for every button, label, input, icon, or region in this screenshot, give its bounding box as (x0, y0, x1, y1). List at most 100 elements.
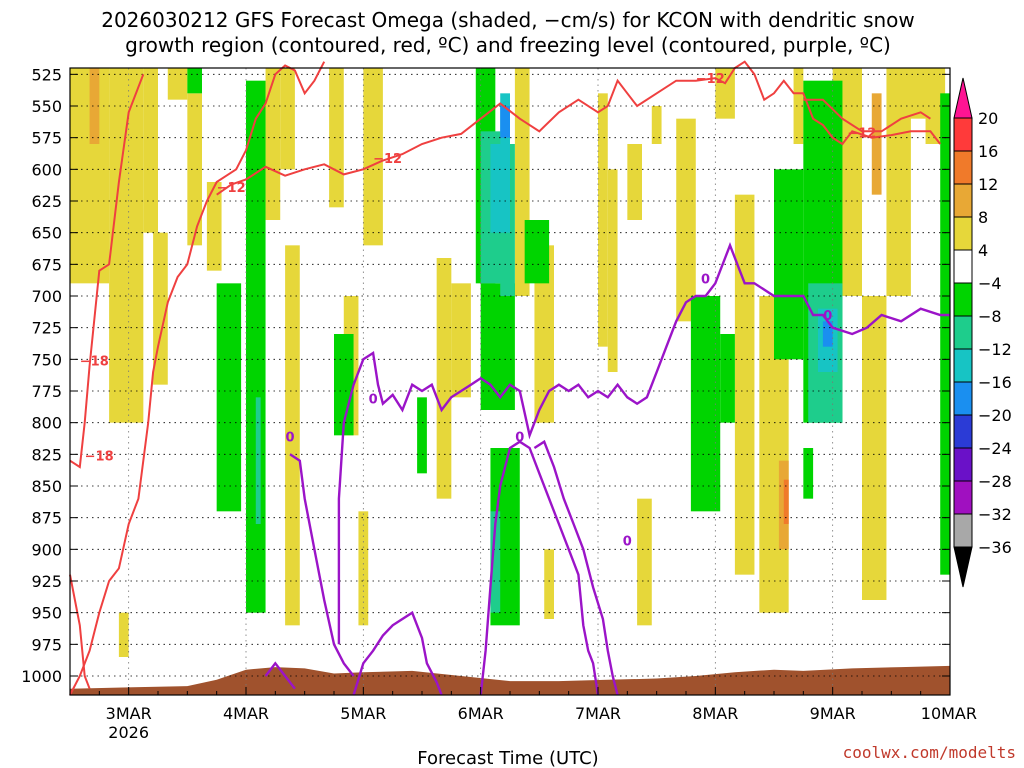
colorbar-label: −12 (978, 340, 1012, 359)
colorbar-label: −32 (978, 505, 1012, 524)
omega-shaded-region (187, 68, 202, 94)
omega-shaded-region (285, 245, 300, 626)
omega-shaded-region (280, 68, 295, 170)
freezing-level-contour-line (352, 610, 443, 696)
dgz-contour-line (216, 60, 941, 196)
omega-shaded-region (925, 68, 946, 144)
omega-shaded-region (524, 220, 550, 284)
dgz-contour-label: −18 (85, 450, 114, 465)
dgz-contour-label: −12 (373, 152, 402, 167)
omega-shaded-region (544, 549, 554, 619)
y-tick-label: 600 (31, 160, 62, 179)
freezing-level-contour-line (289, 453, 355, 677)
x-tick-label: 10MAR (921, 704, 977, 723)
colorbar-label: −8 (978, 307, 1002, 326)
omega-shaded-region (480, 283, 515, 410)
colorbar-swatch (953, 183, 973, 218)
colorbar-label: −36 (978, 538, 1012, 557)
omega-shaded-region (329, 68, 344, 208)
dgz-contour-label: −12 (847, 127, 876, 142)
y-tick-label: 950 (31, 604, 62, 623)
chart-title-line1: 2026030212 GFS Forecast Omega (shaded, −… (101, 8, 915, 32)
omega-shaded-region (89, 68, 100, 144)
dgz-contour-label: −18 (80, 355, 109, 370)
omega-shaded-region (206, 182, 222, 271)
x-tick-label: 5MAR (340, 704, 386, 723)
freezing-level-label: 0 (701, 272, 710, 287)
colorbar-swatch (953, 117, 973, 152)
omega-shaded-region (255, 397, 261, 524)
surface-fill (70, 665, 950, 695)
y-tick-label: 825 (31, 445, 62, 464)
omega-shaded-region (490, 144, 510, 233)
freezing-level-label: 0 (285, 431, 294, 446)
dgz-contour-label: −12 (696, 72, 725, 87)
dgz-contour-line (69, 61, 326, 696)
y-tick-label: 675 (31, 255, 62, 274)
omega-shaded-region (690, 296, 721, 512)
omega-shaded-region (803, 448, 814, 499)
x-tick-label: 6MAR (458, 704, 504, 723)
omega-shaded-region (862, 296, 887, 600)
freezing-level-contour-line (264, 661, 296, 690)
omega-shaded-region (637, 498, 652, 626)
omega-shaded-region (720, 334, 735, 423)
x-axis: 3MAR 4MAR 5MAR 6MAR 7MAR 8MAR 9MAR 10MAR 2026 (69, 687, 977, 742)
colorbar-swatch (953, 249, 973, 284)
y-tick-label: 575 (31, 129, 62, 148)
colorbar-swatch (953, 150, 973, 185)
y-axis: 525 550 575 600 625 650 675 700 725 750 775 800 825 8… (21, 65, 950, 686)
omega-shaded-region (774, 169, 804, 360)
omega-shaded-region (109, 68, 144, 423)
colorbar-swatch (953, 513, 973, 548)
colorbar-label: −16 (978, 373, 1012, 392)
freezing-level-label: 0 (369, 393, 378, 408)
x-tick-label: 8MAR (692, 704, 738, 723)
y-tick-label: 850 (31, 477, 62, 496)
x-tick-label: 7MAR (575, 704, 621, 723)
gridlines (70, 68, 951, 695)
y-tick-label: 1000 (21, 667, 62, 686)
colorbar-swatch (953, 348, 973, 383)
omega-shaded-region (451, 283, 471, 398)
y-tick-label: 625 (31, 192, 62, 211)
colorbar-label: −28 (978, 472, 1012, 491)
freezing-level-contour-line (533, 439, 619, 696)
colorbar-bottom-arrow (953, 546, 973, 588)
omega-shaded-region (734, 194, 755, 575)
x-tick-label: 4MAR (223, 704, 269, 723)
dgz-contour-line (69, 73, 145, 469)
omega-shaded-region (871, 93, 882, 195)
y-tick-label: 725 (31, 319, 62, 338)
freezing-level-label: 0 (515, 431, 524, 446)
x-axis-label: Forecast Time (UTC) (417, 748, 598, 768)
colorbar-label: −20 (978, 406, 1012, 425)
omega-shaded-region (358, 511, 369, 626)
omega-shaded-region (822, 321, 833, 347)
colorbar-label: 16 (978, 142, 998, 161)
y-tick-label: 925 (31, 572, 62, 591)
colorbar-swatch (953, 381, 973, 416)
x-year-label: 2026 (108, 723, 149, 742)
colorbar-swatch (953, 216, 973, 251)
colorbar-label: −4 (978, 274, 1002, 293)
x-tick-label: 9MAR (810, 704, 856, 723)
omega-shaded-region (216, 283, 242, 512)
omega-shaded-region (187, 93, 202, 246)
omega-shaded-region (607, 169, 618, 372)
y-tick-label: 750 (31, 350, 62, 369)
y-tick-label: 875 (31, 509, 62, 528)
surface-terrain (70, 665, 950, 695)
omega-shaded-region (598, 93, 608, 347)
y-tick-label: 525 (31, 65, 62, 84)
omega-shaded-region (265, 68, 281, 220)
omega-shaded-region (246, 80, 266, 613)
omega-shaded-region (436, 258, 452, 499)
dgz-contour-line (69, 574, 91, 690)
omega-shaded-region (118, 612, 129, 657)
y-tick-label: 550 (31, 97, 62, 116)
y-tick-label: 800 (31, 414, 62, 433)
omega-shaded-region (651, 106, 662, 144)
freezing-level-contour-line (337, 241, 950, 645)
omega-shaded-region (783, 479, 789, 524)
